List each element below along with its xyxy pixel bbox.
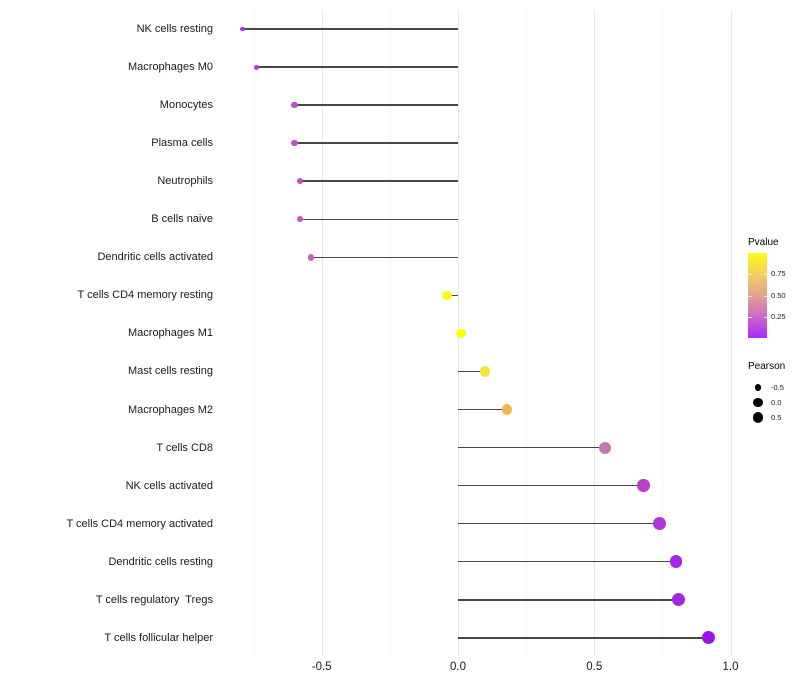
lollipop-stem	[447, 294, 458, 297]
y-axis-category-label: T cells regulatory Tregs	[95, 593, 213, 606]
y-axis-category-label: T cells CD8	[156, 441, 213, 454]
y-axis-category-label: Monocytes	[159, 99, 213, 112]
data-point-dot	[240, 26, 245, 32]
x-major-gridline	[730, 10, 732, 656]
pearson-legend-label: 0.5	[771, 412, 782, 422]
x-minor-gridline	[389, 10, 391, 656]
data-point-dot	[480, 366, 491, 377]
data-point-dot	[653, 517, 667, 531]
y-axis-category-label: Macrophages M0	[128, 61, 213, 74]
lollipop-stem	[458, 408, 508, 411]
x-major-gridline	[321, 10, 323, 656]
pvalue-tick-mark	[748, 274, 752, 276]
data-point-dot	[455, 328, 466, 339]
pearson-legend-title: Pearson	[748, 361, 786, 372]
lollipop-stem	[458, 484, 644, 487]
x-major-gridline	[594, 10, 596, 656]
pvalue-tick-label: 0.50	[771, 290, 786, 300]
data-point-dot	[669, 555, 683, 569]
pearson-legend-dot	[753, 397, 763, 408]
y-axis-category-label: Macrophages M2	[128, 403, 213, 416]
data-point-dot	[291, 140, 298, 147]
y-axis-category-label: Mast cells resting	[128, 365, 213, 378]
y-axis-category-label: Macrophages M1	[128, 327, 213, 340]
data-point-dot	[291, 102, 298, 109]
x-axis-tick-label: -0.5	[311, 661, 332, 673]
y-axis-category-label: Dendritic cells resting	[108, 555, 213, 568]
data-point-dot	[599, 441, 612, 454]
lollipop-stem	[294, 142, 458, 144]
y-axis-category-label: T cells CD4 memory resting	[77, 289, 214, 302]
lollipop-stem	[242, 28, 458, 30]
pvalue-tick-mark	[763, 316, 767, 318]
data-point-dot	[637, 479, 650, 492]
data-point-dot	[442, 290, 452, 301]
y-axis-category-label: NK cells activated	[125, 479, 213, 492]
pvalue-tick-mark	[748, 295, 752, 297]
pvalue-gradient-bar	[748, 253, 767, 338]
y-axis-category-label: T cells CD4 memory activated	[66, 517, 213, 530]
lollipop-stem	[256, 66, 458, 68]
lollipop-stem	[458, 599, 679, 601]
lollipop-stem	[310, 256, 458, 259]
x-axis-tick-label: 0.5	[586, 661, 603, 673]
data-point-dot	[296, 178, 304, 185]
data-point-dot	[253, 64, 259, 70]
pvalue-legend-title: Pvalue	[748, 237, 779, 248]
lollipop-stem	[299, 218, 458, 220]
pearson-legend-dot	[754, 384, 762, 391]
y-axis-category-label: T cells follicular helper	[104, 631, 213, 644]
data-point-dot	[702, 631, 716, 645]
data-point-dot	[501, 404, 513, 415]
data-point-dot	[307, 254, 315, 261]
lollipop-stem	[458, 560, 676, 563]
lollipop-stem	[299, 180, 458, 182]
x-minor-gridline	[526, 10, 528, 656]
y-axis-category-label: Neutrophils	[157, 175, 213, 188]
x-axis-tick-label: 1.0	[722, 661, 739, 673]
y-axis-category-label: B cells naive	[151, 213, 213, 226]
lollipop-stem	[458, 522, 660, 525]
pvalue-tick-mark	[763, 295, 767, 297]
pearson-legend-label: 0.0	[771, 397, 782, 407]
lollipop-stem	[294, 104, 458, 106]
lollipop-stem	[458, 370, 486, 373]
x-axis-tick-label: 0.0	[450, 661, 466, 673]
pvalue-tick-label: 0.25	[771, 311, 786, 321]
lollipop-stem	[458, 637, 709, 639]
y-axis-category-label: NK cells resting	[136, 23, 213, 35]
pvalue-tick-mark	[748, 316, 752, 318]
data-point-dot	[672, 593, 686, 607]
plot-panel	[219, 10, 738, 656]
data-point-dot	[296, 216, 304, 223]
pvalue-tick-mark	[763, 274, 767, 276]
lollipop-stem	[458, 446, 606, 449]
x-minor-gridline	[253, 10, 255, 656]
y-axis-category-label: Plasma cells	[151, 137, 213, 150]
x-minor-gridline	[662, 10, 664, 656]
pvalue-tick-label: 0.75	[771, 269, 786, 279]
pearson-legend-dot	[752, 412, 764, 423]
pearson-legend-label: -0.5	[771, 382, 784, 392]
y-axis-category-label: Dendritic cells activated	[97, 251, 213, 264]
